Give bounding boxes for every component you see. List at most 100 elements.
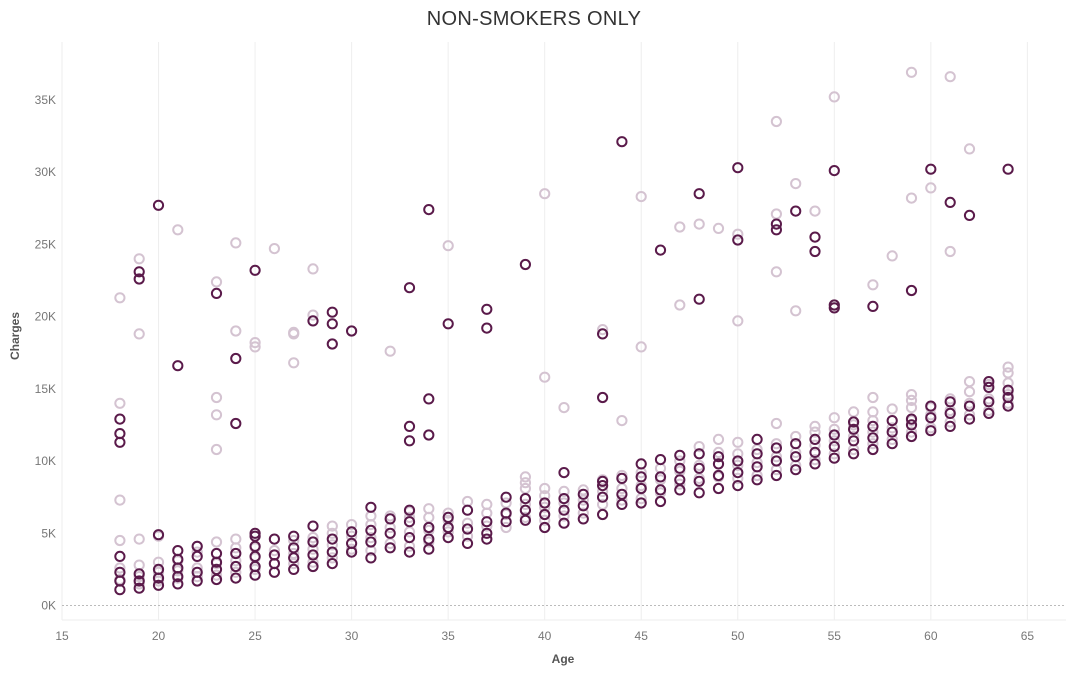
scatter-point-light <box>133 253 145 265</box>
scatter-point-dark <box>152 199 165 211</box>
scatter-point-dark <box>152 579 165 591</box>
scatter-point-light <box>191 546 203 558</box>
scatter-point-dark <box>172 545 184 557</box>
chart-title: NON-SMOKERS ONLY <box>426 8 642 30</box>
scatter-point-dark <box>288 542 300 554</box>
scatter-point-dark <box>963 413 976 425</box>
scatter-point-dark <box>461 523 474 535</box>
x-tick-label: 15 <box>55 629 69 643</box>
scatter-point-dark <box>925 412 937 424</box>
scatter-point-light <box>693 218 705 230</box>
scatter-point-light <box>539 514 551 526</box>
y-tick-label: 0K <box>41 599 56 613</box>
scatter-point-dark <box>423 393 435 405</box>
scatter-point-light <box>114 534 126 547</box>
scatter-point-light <box>268 545 280 557</box>
y-tick-label: 35K <box>35 93 56 107</box>
scatter-point-dark <box>500 491 512 503</box>
point-layer <box>114 66 1014 596</box>
x-tick-label: 65 <box>1021 629 1035 643</box>
scatter-point-light <box>886 250 898 262</box>
scatter-point-dark <box>442 511 454 524</box>
scatter-point-dark <box>403 435 416 447</box>
y-tick-label: 10K <box>35 454 56 468</box>
scatter-point-light <box>210 409 223 421</box>
scatter-point-light <box>133 533 145 545</box>
scatter-point-dark <box>481 516 493 528</box>
scatter-point-dark <box>790 205 802 217</box>
scatter-point-light <box>346 519 358 531</box>
scatter-point-light <box>442 507 454 519</box>
scatter-point-dark <box>423 521 435 534</box>
scatter-point-dark <box>481 322 493 334</box>
scatter-point-dark <box>577 513 589 525</box>
scatter-point-dark <box>114 550 126 563</box>
scatter-point-dark <box>230 352 242 365</box>
scatter-point-dark <box>365 501 377 513</box>
scatter-point-dark <box>133 568 145 580</box>
scatter-point-dark <box>867 432 879 444</box>
scatter-point-light <box>732 228 744 240</box>
scatter-point-light <box>674 478 686 490</box>
scatter-point-dark <box>770 218 783 230</box>
scatter-point-dark <box>751 433 763 445</box>
scatter-point-light <box>210 443 223 456</box>
scatter-point-dark <box>751 474 763 486</box>
scatter-point-light <box>674 299 686 311</box>
scatter-point-light <box>403 511 416 524</box>
scatter-point-light <box>114 292 126 304</box>
scatter-point-light <box>365 532 377 544</box>
x-axis-title: Age <box>551 652 575 666</box>
scatter-point-dark <box>423 533 435 545</box>
scatter-point-dark <box>809 231 821 243</box>
scatter-point-dark <box>635 458 647 470</box>
scatter-point-dark <box>1002 163 1014 175</box>
scatter-point-dark <box>983 381 995 393</box>
scatter-point-light <box>558 510 570 522</box>
scatter-point-light <box>905 402 918 414</box>
scatter-point-dark <box>848 435 860 447</box>
scatter-point-dark <box>712 469 725 482</box>
scatter-point-light <box>539 188 551 200</box>
scatter-point-dark <box>925 400 937 412</box>
scatter-point-dark <box>944 196 956 208</box>
scatter-point-light <box>790 178 802 190</box>
scatter-point-dark <box>346 526 358 538</box>
scatter-point-light <box>712 446 725 458</box>
scatter-point-light <box>905 394 918 406</box>
scatter-point-dark <box>249 527 261 539</box>
scatter-point-dark <box>133 273 145 285</box>
scatter-point-light <box>558 402 570 414</box>
scatter-point-dark <box>326 558 338 570</box>
scatter-point-light <box>597 324 609 336</box>
scatter-point-dark <box>230 417 242 430</box>
scatter-point-dark <box>114 413 126 425</box>
scatter-point-light <box>770 208 783 220</box>
scatter-point-light <box>172 224 184 236</box>
scatter-point-light <box>809 426 821 438</box>
scatter-point-dark <box>616 488 628 500</box>
scatter-point-dark <box>809 433 821 445</box>
scatter-point-dark <box>577 500 589 512</box>
scatter-point-dark <box>133 266 145 278</box>
scatter-point-light <box>539 490 551 502</box>
scatter-point-dark <box>326 306 338 318</box>
scatter-point-light <box>133 328 145 340</box>
scatter-point-dark <box>712 482 725 495</box>
scatter-point-light <box>848 430 860 443</box>
scatter-point-light <box>326 539 338 551</box>
scatter-point-dark <box>674 462 686 474</box>
scatter-point-dark <box>403 532 416 544</box>
scatter-point-light <box>732 315 744 327</box>
scatter-point-light <box>288 326 300 338</box>
scatter-point-dark <box>481 303 493 315</box>
scatter-point-dark <box>519 504 532 516</box>
scatter-point-light <box>230 325 242 337</box>
scatter-point-light <box>326 527 338 539</box>
scatter-point-light <box>905 426 918 438</box>
scatter-point-dark <box>346 325 358 337</box>
scatter-point-dark <box>770 455 783 467</box>
scatter-point-dark <box>828 165 840 177</box>
scatter-point-light <box>539 482 551 495</box>
scatter-point-dark <box>635 482 647 495</box>
